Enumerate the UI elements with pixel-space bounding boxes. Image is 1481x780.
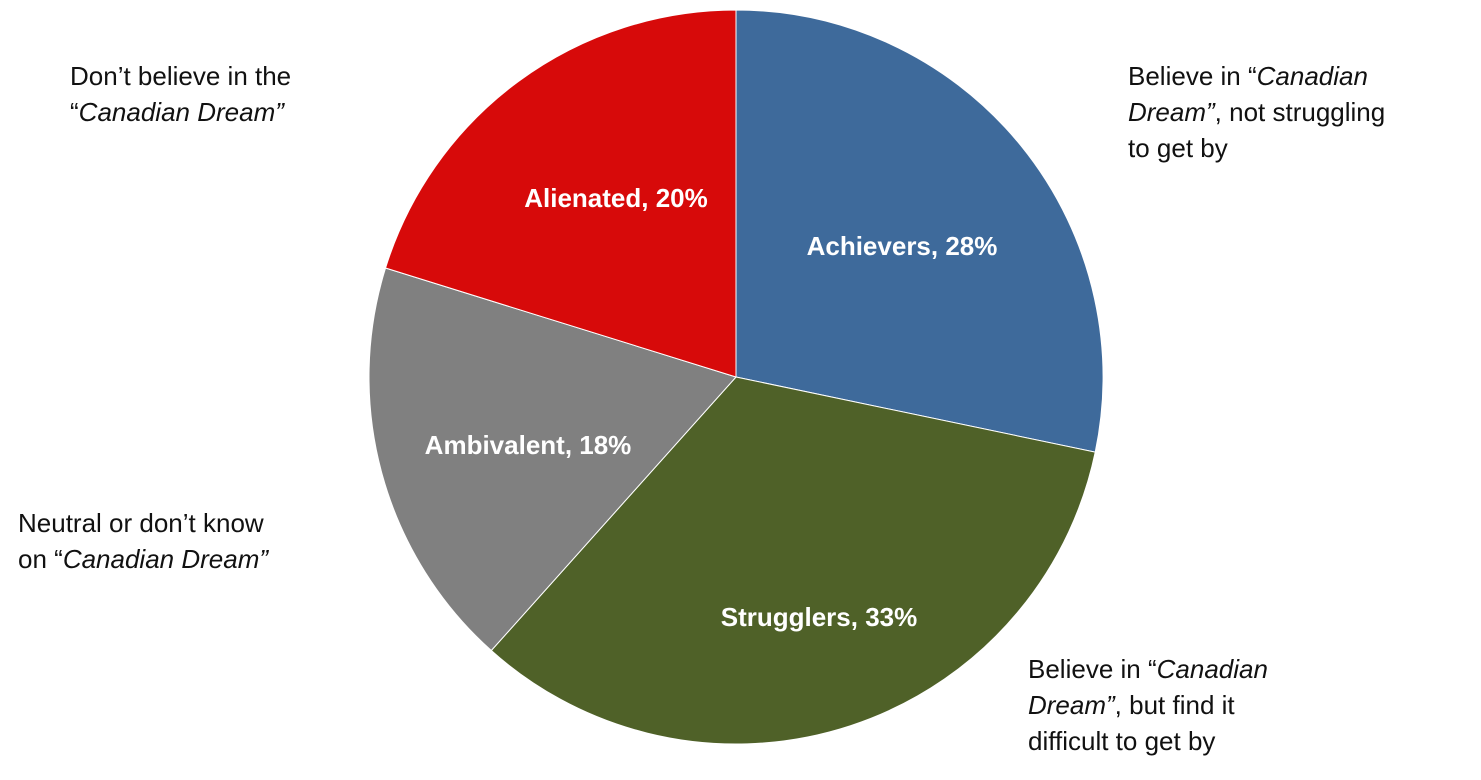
annotation-text: Canadian Dream” [78,97,284,127]
annotation-achievers: Believe in “Canadian Dream”, not struggli… [1128,58,1385,166]
annotation-text: , not struggling [1214,97,1386,127]
slice-label-alienated: Alienated, 20% [524,183,708,213]
annotation-text: Canadian [1156,654,1268,684]
annotation-text: “ [70,97,79,127]
annotation-line: “Canadian Dream” [70,94,291,130]
annotation-line: Don’t believe in the [70,58,291,94]
pie-slice-ambivalent [368,267,737,652]
annotation-text: Dream” [1128,97,1215,127]
annotation-text: Dream” [1028,690,1115,720]
pie-slice-labels: Achievers, 28% Strugglers, 33% Ambivalent,… [425,183,998,632]
slice-label-strugglers: Strugglers, 33% [721,602,918,632]
pie-slice-strugglers [490,376,1096,745]
annotation-text: , but find it [1114,690,1235,720]
annotation-line: Neutral or don’t know [18,505,268,541]
annotation-text: to get by [1128,133,1228,163]
annotation-text: Neutral or don’t know [18,508,264,538]
annotation-line: Believe in “Canadian [1028,651,1268,687]
annotation-alienated: Don’t believe in the “Canadian Dream” [70,58,291,130]
annotation-text: Don’t believe in the [70,61,292,91]
annotation-text: Believe in “ [1028,654,1157,684]
annotation-line: difficult to get by [1028,723,1268,759]
slice-label-achievers: Achievers, 28% [807,231,998,261]
annotation-line: Dream”, not struggling [1128,94,1385,130]
annotation-text: Believe in “ [1128,61,1257,91]
annotation-ambivalent: Neutral or don’t know on “Canadian Dream” [18,505,268,577]
annotation-text: on “ [18,544,63,574]
annotation-text: difficult to get by [1028,726,1216,756]
pie-slice-achievers [735,9,1104,453]
annotation-strugglers: Believe in “Canadian Dream”, but find it d… [1028,651,1268,759]
pie-slices [368,9,1104,745]
annotation-line: Believe in “Canadian [1128,58,1385,94]
slice-label-ambivalent: Ambivalent, 18% [425,430,632,460]
annotation-text: Canadian Dream” [62,544,269,574]
annotation-text: Canadian [1256,61,1368,91]
annotation-line: to get by [1128,130,1385,166]
annotation-line: on “Canadian Dream” [18,541,268,577]
pie-slice-alienated [384,9,737,378]
annotation-line: Dream”, but find it [1028,687,1268,723]
